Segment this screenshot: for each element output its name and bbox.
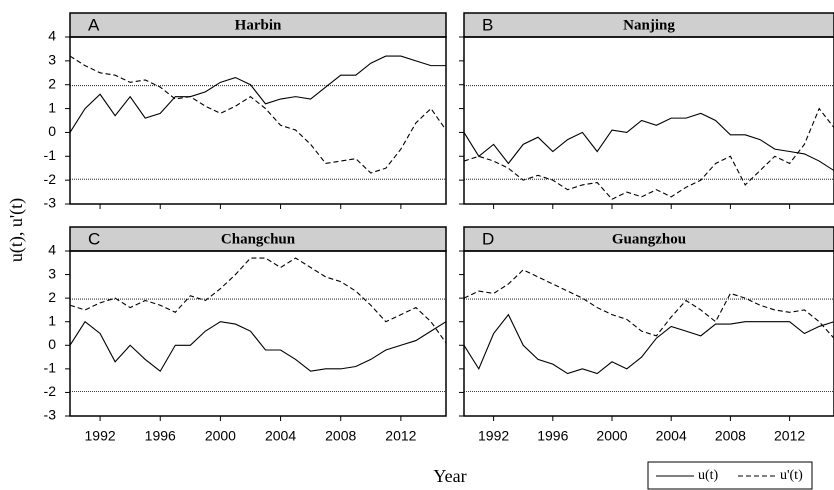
panel-header — [69, 12, 447, 38]
panel-letter: B — [482, 15, 493, 34]
y-tick-label: 2 — [48, 289, 56, 305]
x-tick-label: 1992 — [85, 428, 116, 444]
y-tick-label: 2 — [48, 75, 56, 91]
panel-letter: A — [88, 15, 100, 34]
y-tick-label: -3 — [44, 195, 57, 211]
panel-header — [463, 226, 834, 252]
y-axis-label: u(t), u'(t) — [6, 198, 27, 262]
x-tick-label: 2008 — [325, 428, 356, 444]
x-tick-label: 2012 — [774, 428, 805, 444]
y-tick-label: -3 — [44, 407, 57, 423]
x-tick-label: 2000 — [596, 428, 627, 444]
panel-title: Guangzhou — [612, 231, 686, 247]
x-axis-label: Year — [433, 466, 466, 486]
series-line — [69, 257, 447, 344]
x-tick-label: 2012 — [385, 428, 416, 444]
panel-title: Nanjing — [623, 17, 675, 33]
series-line — [463, 107, 834, 200]
y-tick-label: -1 — [44, 147, 57, 163]
x-tick-label: 1996 — [145, 428, 176, 444]
plot-frame — [463, 250, 834, 417]
y-tick-label: -2 — [44, 171, 57, 187]
plot-frame — [69, 36, 447, 205]
x-tick-label: 2000 — [205, 428, 236, 444]
series-line — [69, 55, 446, 133]
x-tick-label: 2008 — [715, 428, 746, 444]
panel-letter: D — [482, 229, 494, 248]
y-tick-label: 3 — [48, 52, 56, 68]
x-tick-label: 2004 — [265, 428, 296, 444]
series-line — [69, 320, 447, 373]
y-tick-label: 1 — [48, 99, 56, 115]
y-tick-label: 0 — [48, 123, 56, 139]
legend-label: u(t) — [698, 468, 719, 483]
legend-label: u'(t) — [780, 468, 803, 483]
y-tick-label: 4 — [48, 242, 56, 258]
y-tick-label: -1 — [44, 360, 57, 376]
y-tick-label: -2 — [44, 383, 57, 399]
series-line — [463, 269, 834, 339]
plot-frame — [69, 250, 447, 417]
series-line — [463, 313, 834, 375]
plot-frame — [463, 36, 834, 205]
y-tick-label: 0 — [48, 336, 56, 352]
y-tick-label: 4 — [48, 28, 56, 44]
panel-header — [69, 226, 447, 252]
series-line — [463, 112, 834, 172]
panel-header — [463, 12, 834, 38]
x-tick-label: 1996 — [537, 428, 568, 444]
y-tick-label: 3 — [48, 265, 56, 281]
panel-title: Changchun — [221, 231, 296, 247]
x-tick-label: 1992 — [478, 428, 509, 444]
y-tick-label: 1 — [48, 312, 56, 328]
panel-title: Harbin — [235, 17, 282, 33]
panel-letter: C — [88, 229, 100, 248]
x-tick-label: 2004 — [656, 428, 687, 444]
series-line — [69, 55, 447, 174]
